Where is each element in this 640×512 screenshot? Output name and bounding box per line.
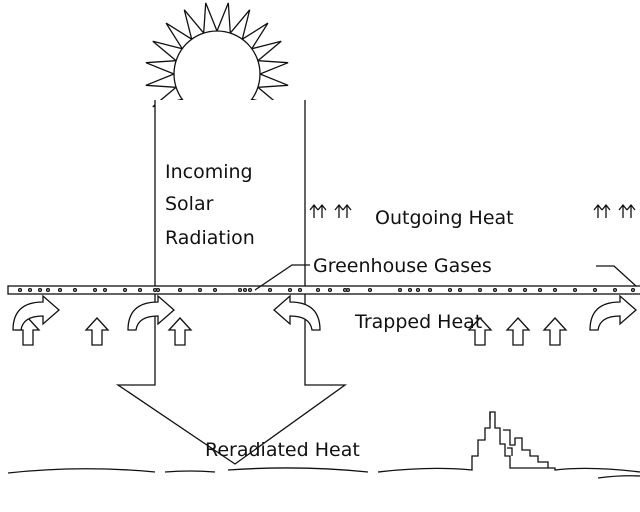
label: Greenhouse Gases	[313, 255, 492, 277]
gas-dot	[17, 287, 23, 293]
trapped-arrow	[589, 294, 637, 331]
gas-dot	[102, 287, 108, 293]
gas-dot	[507, 287, 513, 293]
gas-dot	[57, 287, 63, 293]
gas-dot	[27, 287, 33, 293]
gas-dot	[345, 287, 351, 293]
gas-dot	[522, 287, 528, 293]
gas-dot	[592, 287, 598, 293]
gas-dot	[72, 287, 78, 293]
heat-arrows	[12, 203, 637, 346]
gas-dot	[397, 287, 403, 293]
up-arrow	[467, 317, 493, 346]
up-arrow	[542, 317, 568, 346]
gas-dot	[122, 287, 128, 293]
gas-dot	[407, 287, 413, 293]
gas-dot	[212, 287, 218, 293]
gas-dot	[612, 287, 618, 293]
label: Solar	[165, 193, 214, 215]
label: Radiation	[165, 227, 255, 249]
leader-line	[254, 264, 310, 291]
trapped-arrow	[273, 294, 321, 331]
gas-dot	[45, 287, 51, 293]
gas-dot	[315, 287, 321, 293]
outgoing-arrow	[334, 203, 352, 218]
gas-dot	[197, 287, 203, 293]
gas-dot	[267, 287, 273, 293]
gas-dot	[287, 287, 293, 293]
gas-dot	[572, 287, 578, 293]
up-arrow	[505, 317, 531, 346]
gas-dot	[242, 287, 248, 293]
gas-dot	[92, 287, 98, 293]
outgoing-arrow	[309, 203, 327, 218]
up-arrow	[84, 317, 110, 346]
label: Reradiated Heat	[205, 439, 360, 461]
gas-dot	[492, 287, 498, 293]
incoming-arrow	[115, 100, 348, 465]
trapped-arrow	[12, 294, 60, 331]
gas-dot	[367, 287, 373, 293]
gas-dot	[457, 287, 463, 293]
greenhouse-layer	[7, 285, 640, 295]
gas-dots	[17, 287, 636, 293]
gas-dot	[552, 287, 558, 293]
gas-dot	[630, 287, 636, 293]
gas-dot	[37, 287, 43, 293]
gas-dot	[427, 287, 433, 293]
gas-dot	[477, 287, 483, 293]
label: Trapped Heat	[354, 311, 482, 333]
gas-dot	[247, 287, 253, 293]
gas-dot	[177, 287, 183, 293]
up-arrow	[167, 317, 193, 346]
outgoing-arrow	[618, 203, 636, 218]
gas-dot	[327, 287, 333, 293]
gas-dot	[297, 287, 303, 293]
gas-dot	[415, 287, 421, 293]
gas-dot	[447, 287, 453, 293]
gas-dot	[537, 287, 543, 293]
trapped-arrow	[127, 294, 175, 331]
leader-line	[596, 265, 637, 287]
gas-dot	[137, 287, 143, 293]
label: Incoming	[165, 161, 253, 183]
gas-dot	[237, 287, 243, 293]
ground	[7, 411, 640, 479]
city	[489, 412, 549, 468]
gas-dot	[155, 287, 161, 293]
outgoing-arrow	[593, 203, 611, 218]
label: Outgoing Heat	[375, 207, 514, 229]
